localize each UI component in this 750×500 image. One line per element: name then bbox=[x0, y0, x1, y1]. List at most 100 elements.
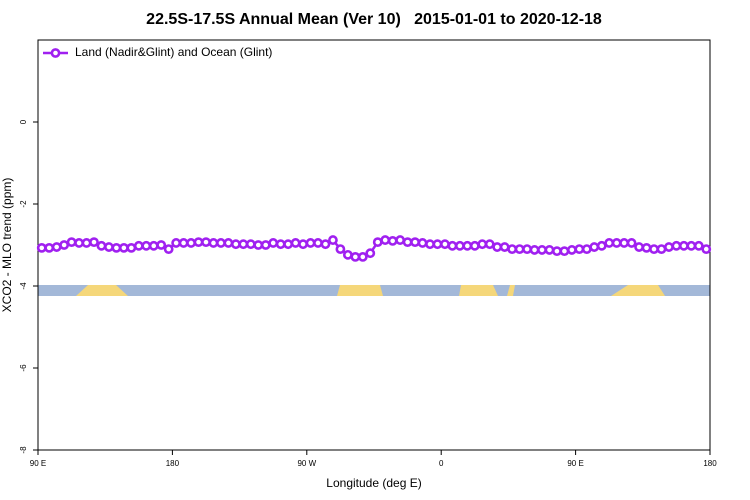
x-axis-label: Longitude (deg E) bbox=[326, 476, 421, 490]
data-point bbox=[626, 238, 637, 248]
data-point bbox=[268, 238, 279, 248]
data-point bbox=[89, 237, 99, 248]
land-segment bbox=[611, 285, 665, 296]
data-point bbox=[649, 244, 659, 254]
data-point bbox=[59, 240, 70, 250]
y-tick-label: -4 bbox=[19, 282, 28, 290]
data-point bbox=[305, 238, 316, 248]
data-point bbox=[171, 238, 182, 248]
data-point bbox=[193, 237, 204, 248]
x-tick-label: 90 W bbox=[297, 459, 316, 468]
data-point bbox=[380, 235, 391, 245]
data-point bbox=[66, 237, 77, 248]
data-point bbox=[402, 237, 413, 248]
data-point bbox=[604, 238, 615, 248]
y-axis-label: XCO2 - MLO trend (ppm) bbox=[0, 178, 14, 313]
data-point bbox=[566, 245, 577, 255]
data-point bbox=[537, 245, 547, 255]
y-tick-label: -8 bbox=[19, 446, 28, 454]
data-point bbox=[96, 240, 107, 251]
data-point bbox=[186, 238, 196, 248]
data-point bbox=[454, 240, 465, 251]
y-tick-label: -6 bbox=[19, 364, 28, 372]
data-point bbox=[350, 251, 361, 262]
data-point bbox=[275, 239, 286, 250]
data-point bbox=[104, 242, 114, 252]
data-point bbox=[395, 235, 406, 245]
data-point bbox=[529, 245, 540, 255]
data-point bbox=[44, 242, 55, 253]
data-point bbox=[335, 244, 346, 254]
data-point bbox=[507, 244, 518, 254]
data-point bbox=[163, 244, 174, 254]
data-point bbox=[178, 238, 189, 248]
data-point bbox=[469, 240, 480, 251]
data-point bbox=[701, 244, 712, 254]
data-point bbox=[671, 240, 682, 251]
data-point bbox=[201, 237, 211, 248]
data-point bbox=[440, 239, 450, 250]
data-point bbox=[365, 248, 376, 259]
x-tick-label: 0 bbox=[439, 459, 444, 468]
data-point bbox=[216, 238, 226, 248]
x-tick-label: 90 E bbox=[30, 459, 46, 468]
data-point bbox=[148, 240, 159, 251]
land-ocean-band bbox=[38, 285, 710, 296]
data-point bbox=[81, 238, 92, 248]
legend-marker bbox=[50, 48, 61, 58]
data-point bbox=[664, 242, 674, 252]
data-point bbox=[74, 238, 84, 248]
data-point bbox=[133, 240, 144, 251]
data-point bbox=[372, 237, 383, 248]
data-point bbox=[611, 238, 622, 248]
data-point bbox=[283, 239, 294, 250]
data-point bbox=[230, 239, 241, 250]
data-point bbox=[477, 239, 488, 250]
data-point bbox=[634, 242, 644, 252]
data-point bbox=[417, 238, 428, 248]
data-point bbox=[619, 238, 630, 248]
data-point bbox=[432, 239, 443, 250]
x-tick-label: 180 bbox=[703, 459, 717, 468]
data-point bbox=[581, 244, 592, 254]
data-point bbox=[425, 239, 435, 250]
y-tick-label: 0 bbox=[19, 119, 28, 124]
y-tick-label: -2 bbox=[19, 200, 28, 208]
data-point bbox=[260, 240, 271, 250]
data-point bbox=[574, 244, 585, 254]
data-point bbox=[514, 244, 525, 254]
data-point bbox=[686, 240, 697, 251]
data-point bbox=[111, 242, 122, 253]
data-point bbox=[492, 242, 503, 252]
data-point bbox=[118, 242, 129, 253]
data-point bbox=[328, 235, 338, 245]
data-point bbox=[320, 239, 331, 250]
land-segment bbox=[337, 285, 383, 296]
data-point bbox=[245, 239, 256, 250]
data-point bbox=[387, 235, 398, 246]
x-tick-label: 180 bbox=[166, 459, 180, 468]
data-point bbox=[156, 240, 167, 250]
land-segment bbox=[459, 285, 498, 296]
land-segment bbox=[507, 285, 515, 296]
data-point bbox=[298, 239, 308, 250]
data-point bbox=[484, 239, 495, 250]
data-point bbox=[499, 242, 510, 252]
data-point bbox=[290, 238, 301, 248]
data-point bbox=[51, 242, 62, 252]
data-point bbox=[559, 246, 570, 257]
data-point bbox=[596, 240, 607, 251]
data-point bbox=[678, 240, 689, 251]
x-tick-label: 90 E bbox=[567, 459, 583, 468]
data-point bbox=[693, 240, 704, 251]
data-point bbox=[238, 239, 249, 250]
data-point bbox=[313, 238, 323, 248]
data-point bbox=[589, 242, 600, 252]
data-point bbox=[126, 242, 137, 253]
data-point bbox=[253, 240, 264, 250]
chart-title: 22.5S-17.5S Annual Mean (Ver 10) 2015-01… bbox=[146, 11, 602, 28]
data-point bbox=[410, 237, 420, 248]
legend-label: Land (Nadir&Glint) and Ocean (Glint) bbox=[75, 45, 272, 59]
